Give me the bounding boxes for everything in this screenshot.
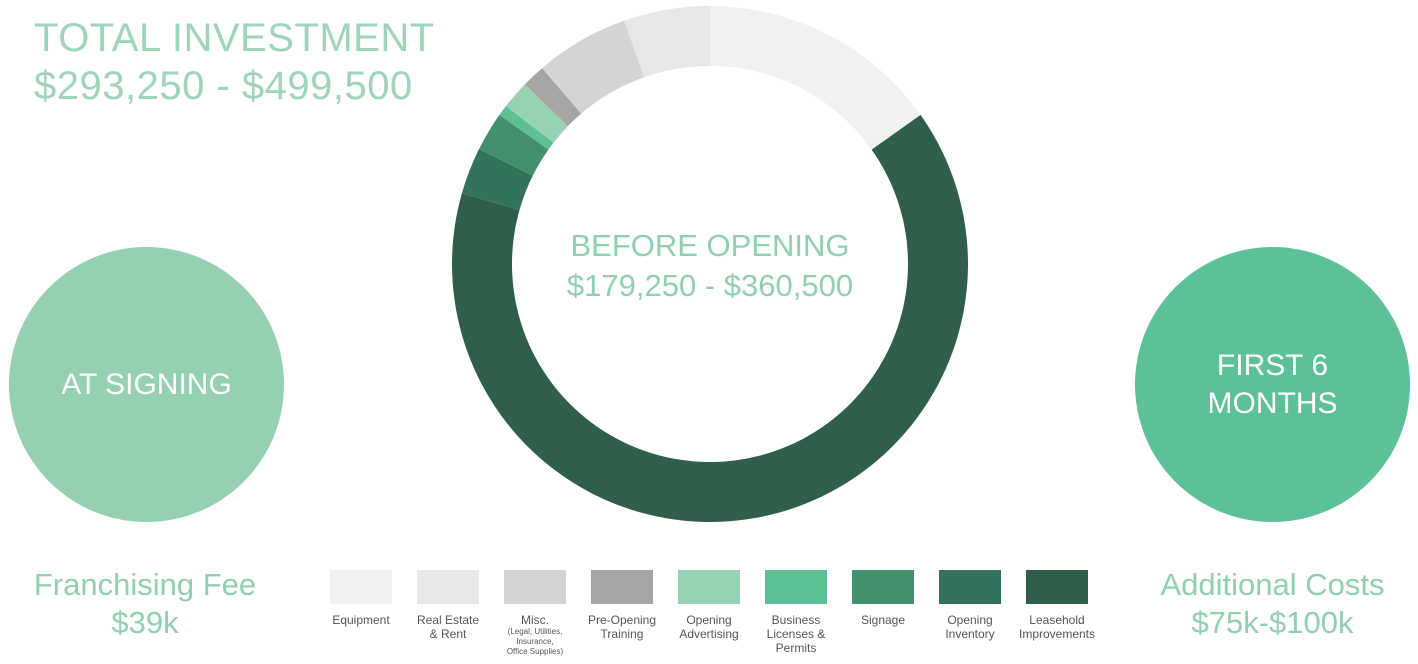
legend-swatch	[1026, 570, 1088, 604]
legend-label: Business Licenses & Permits	[766, 613, 826, 655]
legend-item: Pre-Opening Training	[588, 570, 656, 641]
donut-chart	[451, 6, 968, 522]
donut-slice-opening-advertising	[506, 84, 568, 143]
legend-item: Leasehold Improvements	[1019, 570, 1095, 641]
page-title: TOTAL INVESTMENT $293,250 - $499,500	[34, 14, 435, 110]
first-six-months-line-2: MONTHS	[1207, 386, 1338, 420]
legend-label: Equipment	[332, 613, 390, 627]
donut-center-label: BEFORE OPENING $179,250 - $360,500	[480, 226, 940, 306]
legend-label: Opening Inventory	[945, 613, 995, 641]
chart-legend: Equipment Real Estate & Rent Misc. (Legal, U…	[330, 570, 1110, 664]
title-line-2: $293,250 - $499,500	[34, 64, 413, 108]
legend-swatch	[765, 570, 827, 604]
legend-item: Opening Inventory	[939, 570, 1001, 641]
legend-label: Real Estate & Rent	[416, 613, 480, 641]
donut-slice-misc	[542, 20, 645, 114]
additional-costs-label: Additional Costs $75k-$100k	[1140, 566, 1405, 642]
center-line-2: $179,250 - $360,500	[566, 268, 854, 303]
legend-label: Leasehold Improvements	[1018, 613, 1096, 641]
legend-item: Opening Advertising	[678, 570, 740, 641]
legend-swatch	[504, 570, 566, 604]
donut-slice-equipment	[710, 6, 921, 150]
legend-swatch	[939, 570, 1001, 604]
first-six-months-line-1: FIRST 6	[1216, 348, 1329, 382]
at-signing-bubble: AT SIGNING	[9, 247, 284, 522]
legend-swatch	[852, 570, 914, 604]
legend-item: Business Licenses & Permits	[765, 570, 827, 655]
center-line-1: BEFORE OPENING	[570, 228, 850, 263]
legend-item: Equipment	[330, 570, 392, 627]
legend-label: Misc.	[521, 613, 549, 627]
title-line-1: TOTAL INVESTMENT	[34, 16, 435, 60]
additional-costs-amount: $75k-$100k	[1191, 605, 1354, 640]
legend-swatch	[417, 570, 479, 604]
donut-slice-signage	[479, 114, 549, 176]
first-six-months-bubble: FIRST 6 MONTHS	[1135, 247, 1410, 522]
at-signing-text: AT SIGNING	[61, 367, 232, 401]
legend-item: Real Estate & Rent	[417, 570, 479, 641]
legend-sublabel: (Legal, Utilities, Insurance, Office Suppl…	[506, 627, 564, 656]
legend-swatch	[678, 570, 740, 604]
legend-item: Misc. (Legal, Utilities, Insurance, Office …	[504, 570, 566, 657]
additional-costs-title: Additional Costs	[1160, 567, 1385, 602]
donut-slice-real-estate-rent	[624, 6, 710, 78]
legend-item: Signage	[852, 570, 914, 627]
donut-slice-business-licenses-permits	[499, 105, 554, 150]
franchising-fee-title: Franchising Fee	[33, 567, 257, 602]
legend-label: Opening Advertising	[679, 613, 739, 641]
franchising-fee-label: Franchising Fee $39k	[20, 566, 270, 642]
legend-swatch	[591, 570, 653, 604]
donut-slice-pre-opening-training	[524, 68, 582, 127]
donut-slice-leasehold-improvements	[451, 114, 968, 522]
legend-label: Pre-Opening Training	[587, 613, 657, 641]
legend-swatch	[330, 570, 392, 604]
legend-label: Signage	[860, 613, 906, 627]
franchising-fee-amount: $39k	[111, 605, 179, 640]
donut-slice-opening-inventory	[461, 148, 533, 210]
